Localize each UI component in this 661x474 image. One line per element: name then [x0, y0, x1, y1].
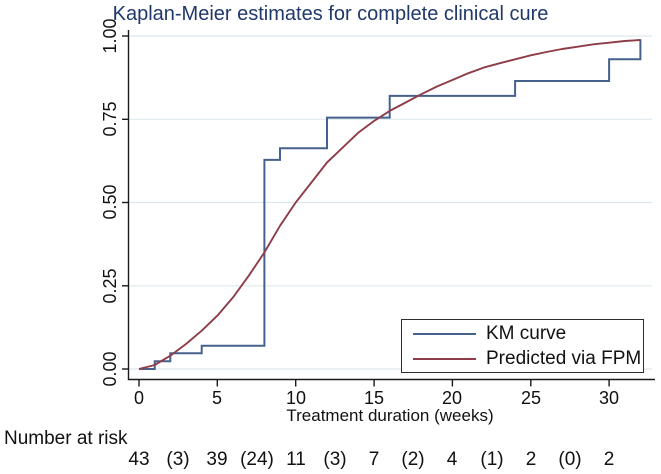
km-curve-line-swatch [413, 332, 476, 335]
legend-label-predicted-fpm: Predicted via FPM [486, 347, 642, 369]
y-tick-label-0.25: 0.25 [100, 268, 120, 304]
km-curve-path [139, 39, 642, 370]
risk-events-0-5: (3) [166, 449, 190, 470]
fpm-curve-path [138, 39, 641, 370]
legend-label-km-curve: KM curve [486, 322, 567, 344]
risk-events-10-15: (3) [323, 449, 347, 470]
risk-count-week-5: 39 [206, 449, 228, 470]
risk-count-week-25: 2 [525, 449, 537, 470]
x-tick-label-15: 15 [363, 388, 385, 408]
risk-count-week-20: 4 [446, 449, 458, 470]
x-tick-label-25: 25 [520, 388, 542, 408]
x-tick-label-10: 10 [285, 388, 307, 408]
y-tick-label-1.00: 1.00 [100, 18, 120, 54]
x-axis-title: Treatment duration (weeks) [286, 406, 494, 425]
chart-title: Kaplan-Meier estimates for complete clin… [112, 3, 549, 25]
axes [122, 30, 655, 387]
legend-box: KM curve Predicted via FPM [401, 319, 644, 373]
x-tick-label-5: 5 [211, 388, 222, 408]
risk-events-15-20: (2) [401, 449, 425, 470]
x-tick-label-0: 0 [133, 388, 144, 408]
y-tick-label-0.75: 0.75 [100, 101, 120, 137]
legend-item-predicted-fpm: Predicted via FPM [402, 346, 643, 371]
risk-count-week-0: 43 [128, 449, 150, 470]
number-at-risk-label: Number at risk [4, 428, 128, 449]
risk-count-week-10: 11 [286, 449, 306, 470]
x-tick-label-20: 20 [441, 388, 463, 408]
risk-events-5-10: (24) [240, 449, 274, 470]
curves [138, 39, 642, 370]
y-tick-label-0.50: 0.50 [100, 184, 120, 220]
risk-events-25-30: (0) [558, 449, 582, 470]
risk-count-week-30: 2 [603, 449, 615, 470]
risk-events-20-25: (1) [480, 449, 504, 470]
fpm-curve-line-swatch [413, 357, 476, 360]
legend-item-km-curve: KM curve [402, 321, 643, 346]
risk-count-week-15: 7 [368, 449, 380, 470]
x-tick-label-30: 30 [598, 388, 620, 408]
